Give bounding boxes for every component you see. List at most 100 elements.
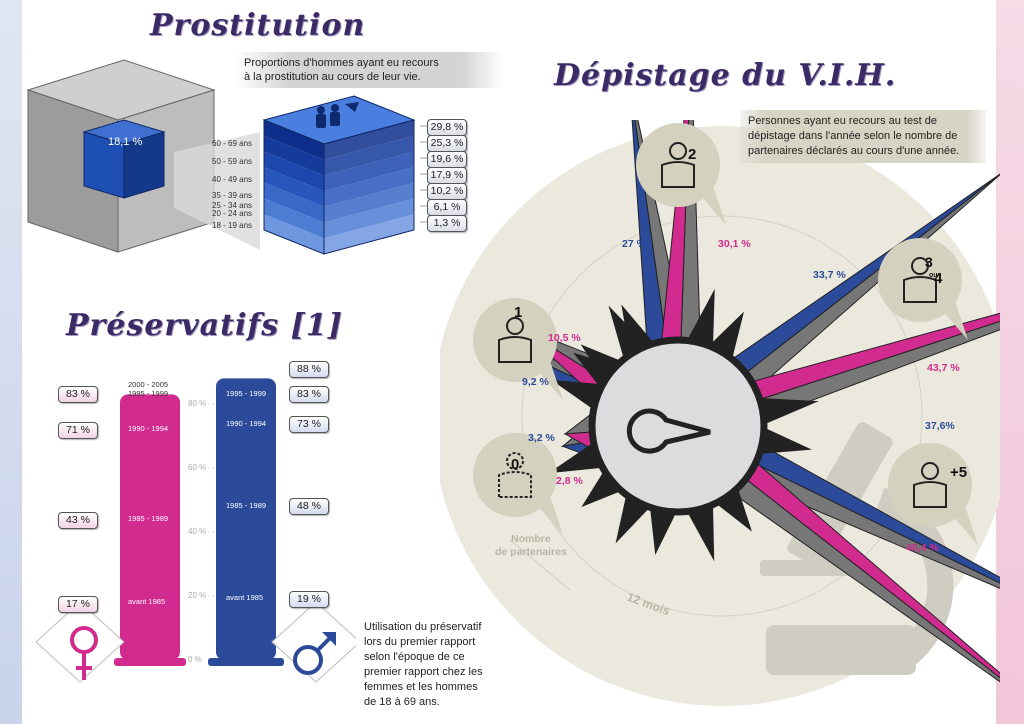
preservatifs-title: Préservatifs [1] — [66, 308, 343, 343]
preservatifs-caption: Utilisation du préservatif lors du premi… — [356, 616, 522, 714]
urchin-spike — [621, 304, 655, 355]
age-layer-left — [264, 167, 324, 207]
women-value-pill: 17 % — [58, 596, 98, 613]
women-value-label: 2,8 % — [556, 475, 583, 487]
women-period-label: 2000 - 2005 — [128, 380, 169, 389]
men-value-label: 9,2 % — [522, 376, 549, 388]
partner-count-label: 2 — [688, 146, 697, 163]
depistage-caption-line: Personnes ayant eu recours au test de — [748, 115, 937, 127]
prostitution-total: 18,1 % — [108, 136, 143, 148]
person-icon — [636, 123, 726, 225]
preservatifs-caption-line: premier rapport chez les — [364, 666, 483, 678]
women-condom-bar — [114, 394, 186, 666]
age-layer-right — [324, 120, 414, 160]
person-icon — [473, 433, 563, 535]
urchin-spike — [759, 398, 819, 425]
men-period-label: 1990 - 1994 — [226, 419, 267, 428]
depistage-axis-label: Nombre de partenaires — [495, 533, 567, 559]
men-value-pill: 19 % — [289, 591, 329, 608]
age-layer-left — [264, 198, 324, 239]
urchin-core — [588, 336, 768, 516]
women-value-label: 43,7 % — [927, 362, 960, 374]
right-edge-band — [996, 0, 1024, 724]
depistage-caption-line: partenaires déclarés au cours d'une anné… — [748, 145, 960, 157]
urchin-spike — [686, 288, 715, 348]
men-value-pill: 73 % — [289, 416, 329, 433]
partner-count-label: ou — [929, 272, 938, 279]
age-layer-right — [324, 198, 414, 239]
preservatifs-caption-line: lors du premier rapport — [364, 636, 476, 648]
women-value-pill: 43 % — [58, 512, 98, 529]
partner-count-label: +5 — [950, 464, 968, 481]
women-value-label: 30,1 % — [718, 238, 751, 250]
prostitution-caption-line: à la prostitution au cours de leur vie. — [244, 71, 421, 83]
age-layer-left — [264, 135, 324, 176]
men-period-label: 1985 - 1989 — [226, 501, 267, 510]
depistage-caption: Personnes ayant eu recours au test de dé… — [740, 110, 986, 163]
preservatifs-chart — [36, 378, 361, 683]
women-value-label: 40,4 % — [906, 542, 939, 554]
left-edge-band — [0, 0, 22, 724]
person-icon — [888, 443, 978, 545]
age-layer-right — [324, 151, 414, 192]
age-group-label: 40 - 49 ans — [212, 175, 253, 184]
women-period-label: avant 1985 — [128, 597, 166, 606]
men-value-label: 33,7 % — [813, 269, 846, 281]
age-layer-right — [324, 135, 414, 176]
men-condom-bar — [208, 378, 284, 666]
age-layer-left — [264, 151, 324, 192]
men-period-label: 2000 - 2005 — [226, 365, 267, 374]
male-symbol-icon — [271, 601, 361, 683]
age-group-label: 50 - 59 ans — [212, 157, 253, 166]
prostitution-caption: Proportions d'hommes ayant eu recours à … — [236, 52, 502, 88]
women-period-label: 1995 - 1999 — [128, 389, 169, 398]
prostitution-value-pill: 10,2 % — [427, 183, 467, 200]
age-layer-right — [324, 167, 414, 207]
age-layer-left — [264, 182, 324, 223]
age-group-label: 35 - 39 ans — [212, 191, 253, 200]
men-value-pill: 88 % — [289, 361, 329, 378]
prostitution-caption-line: Proportions d'hommes ayant eu recours — [244, 57, 439, 69]
partner-count-label: 0 — [511, 456, 520, 473]
depistage-caption-line: dépistage dans l'année selon le nombre d… — [748, 130, 958, 142]
women-period-label: 1990 - 1994 — [128, 424, 169, 433]
men-value-label: 27 % — [622, 238, 646, 250]
axis-tick-label: 0 % — [188, 655, 202, 664]
age-group-label: 18 - 19 ans — [212, 221, 253, 230]
depistage-axis-label-line: de partenaires — [495, 546, 567, 558]
men-value-pill: 83 % — [289, 386, 329, 403]
men-value-pill: 48 % — [289, 498, 329, 515]
depistage-chart — [440, 120, 1000, 706]
prostitution-cubes — [26, 59, 428, 255]
women-value-label: 10,5 % — [548, 332, 581, 344]
axis-tick-label: 80 % — [188, 399, 207, 408]
women-value-pill: 71 % — [58, 422, 98, 439]
men-value-label: 3,2 % — [528, 432, 555, 444]
preservatifs-caption-line: selon l'époque de ce — [364, 651, 465, 663]
age-group-label: 25 - 34 ans — [212, 201, 253, 210]
person-icon — [878, 238, 968, 340]
men-period-label: 1995 - 1999 — [226, 389, 267, 398]
axis-tick-label: 40 % — [188, 527, 207, 536]
urchin-spike — [759, 427, 812, 454]
urchin-spike — [650, 507, 677, 556]
age-layer-left — [264, 214, 324, 254]
depistage-title: Dépistage du V.I.H. — [554, 58, 897, 93]
prostitution-value-pill: 1,3 % — [427, 215, 467, 232]
age-group-label: 20 - 24 ans — [212, 209, 253, 218]
partner-count-label: 1 — [514, 304, 523, 321]
men-period-label: avant 1985 — [226, 593, 264, 602]
preservatifs-caption-line: femmes et les hommes — [364, 681, 478, 693]
axis-tick-label: 20 % — [188, 591, 207, 600]
axis-tick-label: 60 % — [188, 463, 207, 472]
prostitution-title: Prostitution — [150, 8, 366, 43]
women-period-label: 1985 - 1989 — [128, 514, 169, 523]
preservatifs-caption-line: Utilisation du préservatif — [364, 621, 482, 633]
preservatifs-caption-line: de 18 à 69 ans. — [364, 696, 440, 708]
urchin-spike — [548, 442, 603, 474]
urchin-spike — [551, 379, 603, 410]
prostitution-value-pill: 29,8 % — [427, 119, 467, 136]
prostitution-value-pill: 17,9 % — [427, 167, 467, 184]
age-layer-right — [324, 214, 414, 254]
men-value-label: 37,6% — [925, 420, 955, 432]
